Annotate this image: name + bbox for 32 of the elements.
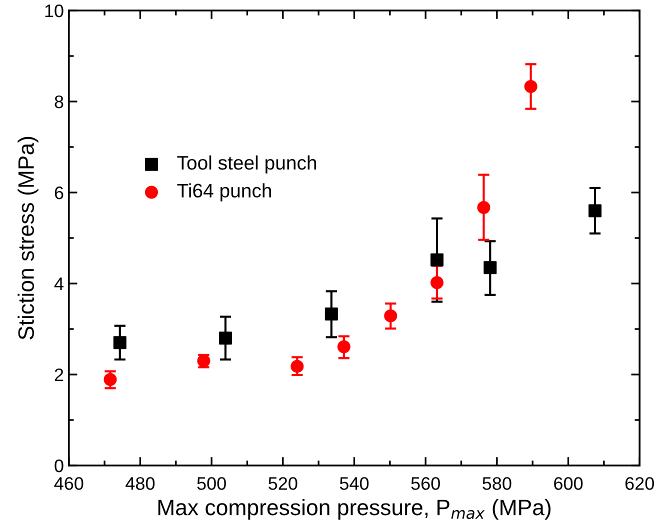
x-tick-label: 580 bbox=[482, 477, 512, 490]
y-tick-label: 0 bbox=[54, 459, 64, 472]
legend-label: Ti64 punch bbox=[177, 183, 271, 202]
y-tick-label: 10 bbox=[45, 4, 64, 18]
point bbox=[484, 261, 497, 274]
y-tick-label: 2 bbox=[54, 368, 64, 382]
point bbox=[290, 360, 304, 373]
point bbox=[588, 204, 602, 218]
point bbox=[337, 340, 350, 354]
y-tick-label: 4 bbox=[54, 278, 64, 290]
point bbox=[218, 332, 232, 345]
x-axis-title: Max compression pressure, P$_{max}$ (MPa) bbox=[158, 499, 551, 520]
point bbox=[113, 336, 126, 350]
x-tick-label: 620 bbox=[625, 477, 654, 490]
point bbox=[524, 80, 538, 94]
point bbox=[104, 373, 117, 386]
x-tick-label: 560 bbox=[411, 477, 440, 490]
x-tick-label: 600 bbox=[554, 477, 583, 490]
y-tick-label: 6 bbox=[54, 186, 64, 200]
x-tick-label: 480 bbox=[126, 477, 155, 490]
point bbox=[477, 201, 490, 214]
point bbox=[430, 253, 444, 266]
point bbox=[324, 307, 338, 321]
legend-label: Tool steel punch bbox=[177, 155, 316, 174]
x-tick-label: 520 bbox=[268, 477, 298, 490]
point bbox=[384, 309, 398, 322]
y-axis-title: Stiction stress (MPa) bbox=[18, 136, 38, 340]
y-tick-label: 8 bbox=[54, 95, 64, 108]
x-tick-label: 500 bbox=[197, 477, 226, 490]
x-tick-label: 540 bbox=[340, 477, 369, 490]
x-tick-label: 460 bbox=[54, 477, 84, 490]
point bbox=[430, 276, 444, 290]
